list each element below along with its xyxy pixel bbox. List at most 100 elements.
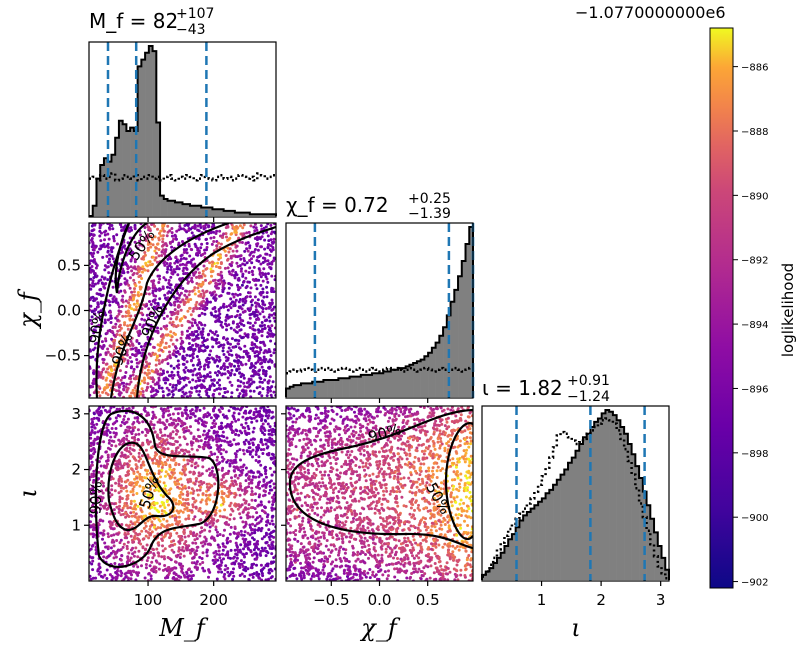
scatter-point xyxy=(167,388,171,392)
scatter-point xyxy=(181,262,185,266)
scatter-point xyxy=(106,446,110,450)
scatter-point xyxy=(154,246,158,250)
scatter-point xyxy=(101,537,104,541)
scatter-point xyxy=(219,262,223,266)
scatter-point xyxy=(251,335,255,339)
scatter-point xyxy=(181,503,185,507)
scatter-point xyxy=(252,265,256,269)
scatter-point xyxy=(196,363,200,367)
scatter-point xyxy=(122,359,126,363)
scatter-point xyxy=(180,483,184,487)
scatter-point xyxy=(178,534,182,538)
scatter-point xyxy=(270,286,274,290)
scatter-point xyxy=(191,343,195,347)
scatter-point xyxy=(249,549,253,552)
scatter-point xyxy=(244,421,248,425)
scatter-point xyxy=(242,547,245,551)
scatter-point xyxy=(244,276,248,280)
scatter-point xyxy=(99,409,103,413)
scatter-point xyxy=(232,411,236,415)
scatter-point xyxy=(114,431,118,435)
scatter-point xyxy=(155,268,159,272)
scatter-point xyxy=(237,236,241,240)
scatter-point xyxy=(185,572,189,575)
scatter-point xyxy=(259,500,263,504)
scatter-point xyxy=(145,364,148,368)
scatter-point xyxy=(227,304,231,308)
scatter-point xyxy=(145,559,149,563)
scatter-point xyxy=(136,416,139,419)
scatter-point xyxy=(107,441,111,445)
scatter-point xyxy=(235,368,239,372)
scatter-point xyxy=(134,503,138,507)
scatter-point xyxy=(114,481,118,485)
scatter-point xyxy=(226,365,230,369)
scatter-point xyxy=(119,558,123,562)
scatter-point xyxy=(269,223,273,227)
scatter-point xyxy=(208,353,212,357)
scatter-point xyxy=(134,244,138,248)
scatter-point xyxy=(152,294,156,297)
scatter-point xyxy=(177,241,181,245)
scatter-point xyxy=(119,282,123,286)
scatter-point xyxy=(120,225,123,229)
scatter-point xyxy=(189,359,193,363)
scatter-point xyxy=(144,357,148,361)
scatter-point xyxy=(96,522,100,526)
scatter-point xyxy=(118,504,121,508)
scatter-point xyxy=(240,533,244,537)
scatter-point xyxy=(249,526,252,529)
scatter-point xyxy=(263,546,267,550)
scatter-point xyxy=(107,271,111,275)
scatter-point xyxy=(264,369,268,373)
scatter-point xyxy=(190,321,194,325)
scatter-point xyxy=(154,363,158,367)
scatter-point xyxy=(223,391,227,394)
scatter-point xyxy=(107,373,111,376)
scatter-point xyxy=(185,336,189,340)
scatter-point xyxy=(201,566,205,570)
scatter-point xyxy=(119,486,123,490)
scatter-point xyxy=(110,369,114,373)
scatter-point xyxy=(245,231,249,235)
scatter-point xyxy=(95,274,99,278)
scatter-point xyxy=(110,330,114,333)
scatter-point xyxy=(133,287,136,291)
scatter-point xyxy=(155,307,158,311)
scatter-point xyxy=(119,489,123,493)
scatter-point xyxy=(106,347,110,351)
scatter-point xyxy=(226,350,230,354)
scatter-point xyxy=(117,385,121,389)
scatter-point xyxy=(152,353,156,356)
scatter-point xyxy=(226,440,230,444)
scatter-point xyxy=(245,261,249,265)
scatter-point xyxy=(166,441,170,445)
scatter-point xyxy=(242,498,246,502)
scatter-point xyxy=(217,378,221,382)
scatter-point xyxy=(144,563,148,566)
scatter-point xyxy=(261,549,265,553)
scatter-point xyxy=(109,314,113,318)
scatter-point xyxy=(224,479,228,483)
scatter-point xyxy=(271,561,275,565)
scatter-point xyxy=(187,534,191,538)
scatter-point xyxy=(139,463,143,467)
scatter-point xyxy=(215,552,219,556)
scatter-point xyxy=(215,506,219,510)
scatter-point xyxy=(160,523,164,527)
scatter-point xyxy=(138,233,142,237)
scatter-point xyxy=(182,554,186,558)
scatter-point xyxy=(257,470,261,474)
scatter-point xyxy=(150,530,154,534)
scatter-point xyxy=(238,429,242,433)
scatter-point xyxy=(174,386,178,390)
scatter-point xyxy=(262,408,266,412)
scatter-point xyxy=(199,473,203,477)
scatter-point xyxy=(171,412,175,416)
scatter-point xyxy=(89,348,92,352)
scatter-point xyxy=(140,564,143,568)
scatter-point xyxy=(131,406,135,409)
scatter-point xyxy=(106,462,109,466)
scatter-point xyxy=(214,315,218,319)
scatter-point xyxy=(108,410,112,414)
